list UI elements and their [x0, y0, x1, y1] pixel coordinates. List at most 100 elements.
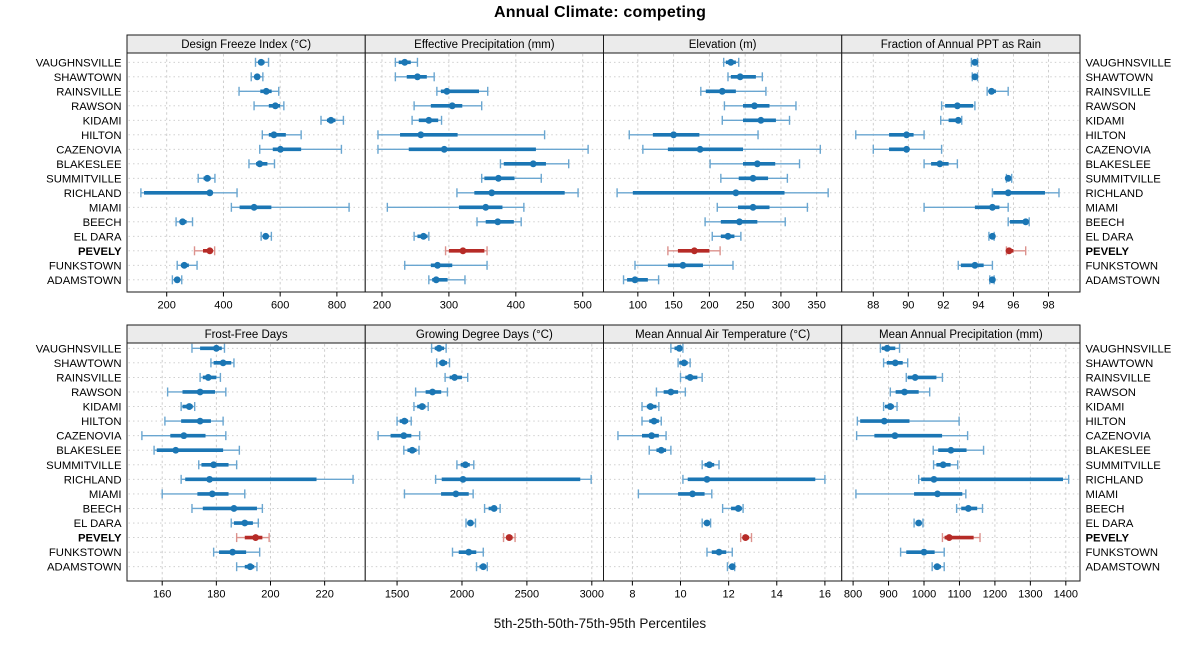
series-row-funkstown — [212, 547, 261, 557]
series-row-rawson — [655, 387, 687, 397]
median-dot — [461, 461, 469, 469]
site-label-right-blakeslee: BLAKESLEE — [1086, 159, 1152, 171]
label-text: 200 — [158, 300, 176, 312]
site-label-left-richland: RICHLAND — [64, 188, 122, 200]
panel-mean-annual-air-temperature-c: Mean Annual Air Temperature (°C) 8 10 12 14 1… — [603, 324, 843, 601]
series-row-rawson — [253, 101, 285, 111]
site-label-left-rawson: RAWSON — [71, 101, 121, 113]
label-text: Frost-Free Days — [205, 329, 288, 341]
site-label-right-cazenovia: CAZENOVIA — [1086, 144, 1152, 156]
median-dot — [757, 116, 765, 124]
series-row-rainsville — [905, 372, 944, 382]
site-label-right-kidami: KIDAMI — [1086, 115, 1125, 127]
series-row-cazenovia — [259, 144, 343, 154]
site-label-right-hilton: HILTON — [1086, 130, 1126, 142]
series-row-shawtown — [971, 72, 979, 82]
median-dot — [401, 417, 408, 425]
label-text: 1300 — [1018, 589, 1042, 601]
series-row-rawson — [940, 101, 976, 111]
site-label-right-beech: BEECH — [1086, 217, 1125, 229]
site-label-left-cazenovia: CAZENOVIA — [56, 431, 122, 443]
site-label-right-rawson: RAWSON — [1086, 101, 1136, 113]
series-row-rawson — [413, 101, 483, 111]
site-label-right-funkstown: FUNKSTOWN — [1086, 260, 1159, 272]
series-row-adamstown — [475, 562, 488, 572]
median-dot — [230, 505, 238, 512]
median-dot — [495, 174, 502, 182]
median-dot — [670, 131, 678, 139]
median-dot — [459, 475, 467, 483]
series-row-pevely — [667, 246, 721, 256]
site-label-left-pevely: PEVELY — [78, 533, 122, 545]
series-row-beech — [704, 217, 786, 227]
series-row-summitville — [198, 460, 238, 470]
label-text: 400 — [214, 300, 232, 312]
series-row-beech — [191, 503, 264, 513]
site-label-left-hilton: HILTON — [81, 130, 121, 142]
median-dot — [915, 519, 923, 527]
series-row-el-dara — [413, 231, 430, 241]
series-row-cazenovia — [855, 431, 969, 441]
panel-design-freeze-index-c: Design Freeze Index (°C) 200 400 600 800 — [126, 34, 366, 312]
series-row-richland — [140, 188, 238, 198]
series-row-rawson — [723, 101, 797, 111]
median-dot — [939, 461, 947, 469]
series-row-kidami — [641, 402, 660, 412]
site-label-left-summitville: SUMMITVILLE — [46, 173, 122, 185]
label-text: 300 — [772, 300, 790, 312]
median-dot — [479, 563, 487, 571]
median-dot — [930, 475, 938, 483]
site-label-right-cazenovia: CAZENOVIA — [1086, 431, 1152, 443]
label-text: 98 — [1042, 300, 1054, 312]
site-label-left-kidami: KIDAMI — [83, 115, 122, 127]
median-dot — [408, 446, 416, 454]
label-text: 200 — [373, 300, 391, 312]
series-row-blakeslee — [403, 445, 420, 455]
label-text: 200 — [261, 589, 279, 601]
series-row-adamstown — [989, 275, 996, 285]
site-label-right-rainsville: RAINSVILLE — [1086, 372, 1152, 384]
median-dot — [954, 116, 962, 124]
label-text: 150 — [664, 300, 682, 312]
label-text: Growing Degree Days (°C) — [416, 329, 553, 341]
site-label-right-rawson: RAWSON — [1086, 387, 1136, 399]
series-row-kidami — [721, 115, 791, 125]
series-row-funkstown — [706, 547, 733, 557]
label-text: 350 — [808, 300, 826, 312]
median-dot — [206, 475, 213, 483]
label-text: 800 — [328, 300, 346, 312]
site-label-right-kidami: KIDAMI — [1086, 402, 1125, 414]
panel-frame — [126, 342, 366, 582]
series-row-summitville — [701, 460, 720, 470]
site-label-left-miami: MIAMI — [89, 489, 122, 501]
median-dot — [736, 73, 744, 81]
site-label-right-el-dara: EL DARA — [1086, 518, 1134, 530]
site-label-right-pevely: PEVELY — [1086, 533, 1130, 545]
series-row-pevely — [502, 533, 516, 543]
series-row-richland — [180, 474, 354, 484]
series-row-richland — [917, 474, 1070, 484]
median-dot — [229, 548, 236, 556]
label-text: 500 — [574, 300, 592, 312]
label-text: 14 — [771, 589, 783, 601]
series-row-pevely — [739, 533, 753, 543]
series-row-hilton — [377, 130, 546, 140]
median-dot — [936, 160, 944, 168]
series-row-rainsville — [238, 86, 280, 96]
median-dot — [270, 131, 278, 139]
median-dot — [467, 519, 474, 527]
label-text: 600 — [271, 300, 289, 312]
site-label-left-shawtown: SHAWTOWN — [54, 358, 122, 370]
median-dot — [880, 417, 888, 425]
panel-growing-degree-days-c: Growing Degree Days (°C) 1500 2000 2500 3000 — [364, 324, 604, 601]
median-dot — [728, 563, 736, 571]
label-text: 1000 — [912, 589, 936, 601]
label-text: 1400 — [1054, 589, 1078, 601]
median-dot — [953, 102, 961, 110]
median-dot — [742, 534, 749, 541]
series-row-miami — [403, 489, 474, 499]
panel-elevation-m: Elevation (m) 100 150 200 250 300 350 — [603, 34, 843, 312]
series-row-richland — [991, 188, 1060, 198]
series-row-shawtown — [210, 358, 235, 368]
series-row-pevely — [1005, 246, 1027, 256]
